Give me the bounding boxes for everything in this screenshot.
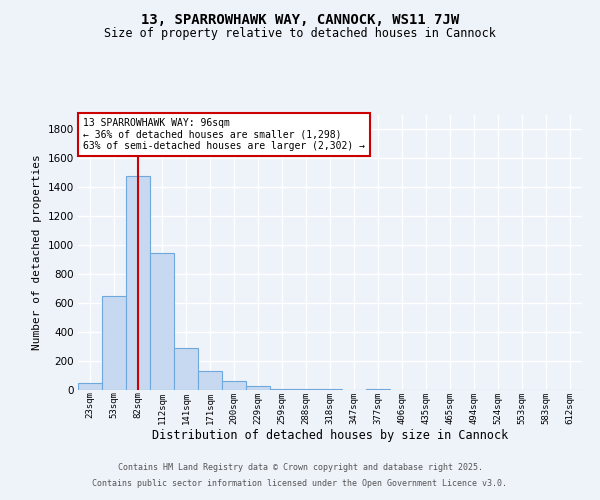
Bar <box>78 383 102 390</box>
Bar <box>270 388 294 390</box>
Text: Contains public sector information licensed under the Open Government Licence v3: Contains public sector information licen… <box>92 478 508 488</box>
Text: Contains HM Land Registry data © Crown copyright and database right 2025.: Contains HM Land Registry data © Crown c… <box>118 464 482 472</box>
Text: 13, SPARROWHAWK WAY, CANNOCK, WS11 7JW: 13, SPARROWHAWK WAY, CANNOCK, WS11 7JW <box>141 12 459 26</box>
Bar <box>246 386 270 390</box>
Bar <box>174 348 198 390</box>
Text: Size of property relative to detached houses in Cannock: Size of property relative to detached ho… <box>104 28 496 40</box>
Bar <box>198 371 222 390</box>
X-axis label: Distribution of detached houses by size in Cannock: Distribution of detached houses by size … <box>152 429 508 442</box>
Text: 13 SPARROWHAWK WAY: 96sqm
← 36% of detached houses are smaller (1,298)
63% of se: 13 SPARROWHAWK WAY: 96sqm ← 36% of detac… <box>83 118 365 151</box>
Bar <box>150 252 174 390</box>
Bar <box>222 380 246 390</box>
Bar <box>102 296 126 390</box>
Bar <box>126 176 150 390</box>
Y-axis label: Number of detached properties: Number of detached properties <box>32 154 42 350</box>
